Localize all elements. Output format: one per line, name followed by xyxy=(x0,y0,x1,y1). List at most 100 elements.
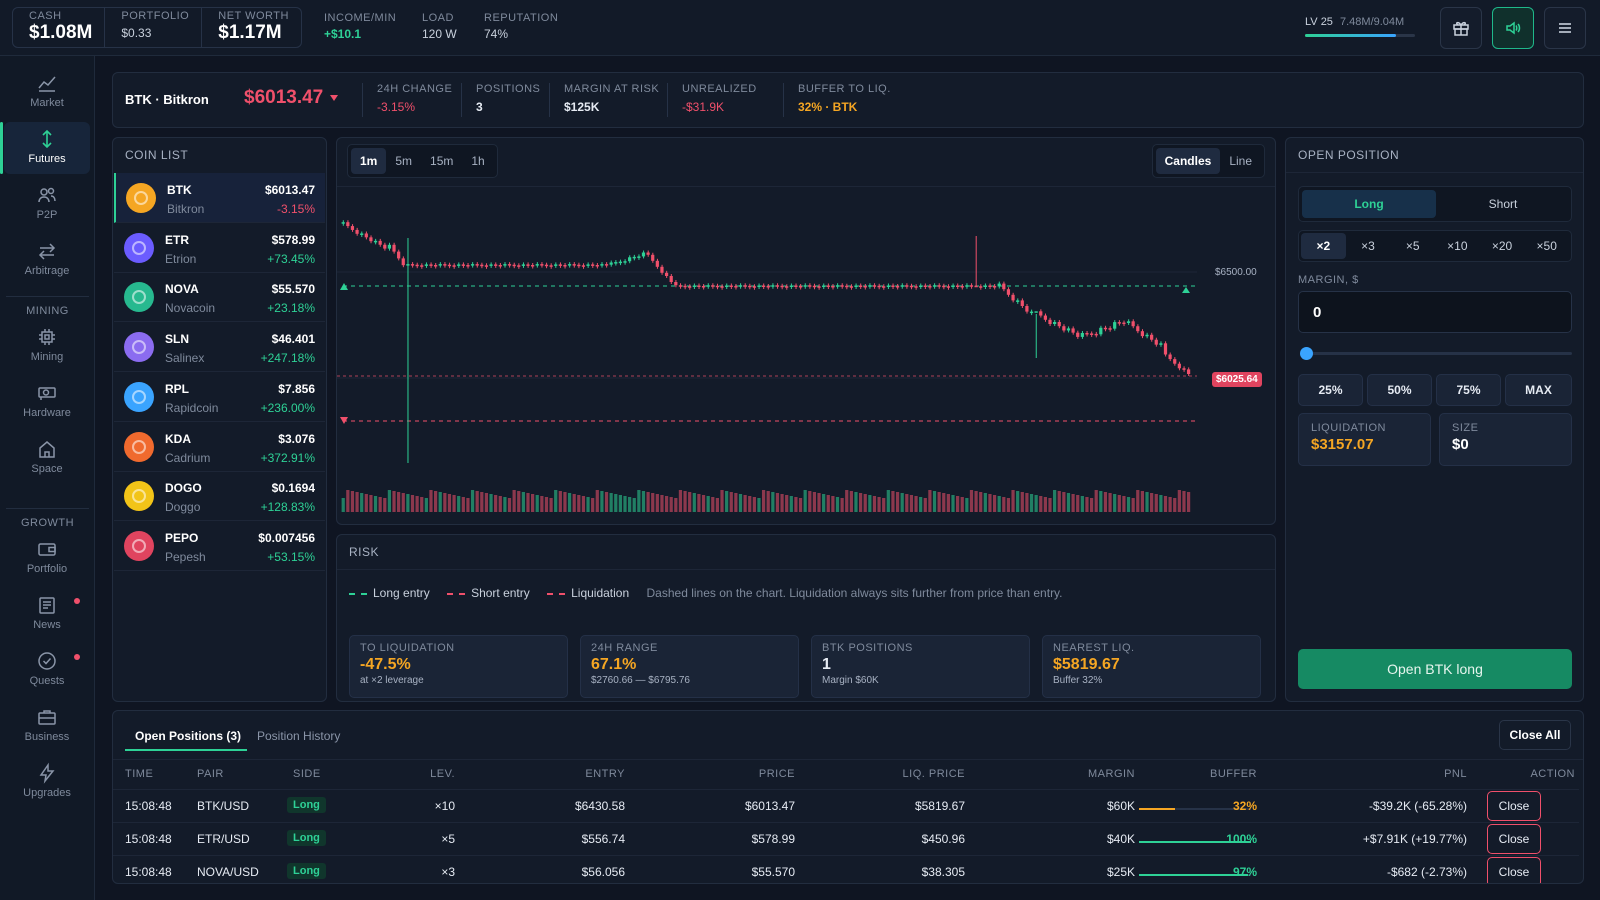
timeframe-1m[interactable]: 1m xyxy=(351,148,387,174)
sidebar: Market Futures P2P Arbitrage MINING Mini… xyxy=(0,56,95,900)
nav-hardware[interactable]: Hardware xyxy=(4,376,90,428)
candle-body xyxy=(466,265,470,267)
volume-bar xyxy=(1076,495,1080,512)
nav-portfolio[interactable]: Portfolio xyxy=(4,532,90,584)
candle-body xyxy=(1113,322,1117,329)
tab-position-history[interactable]: Position History xyxy=(257,729,341,743)
volume-bar xyxy=(840,498,844,512)
tab-open-positions[interactable]: Open Positions (3) xyxy=(135,729,242,743)
coin-row-kda[interactable]: KDA Cadrium $3.076 +372.91% xyxy=(114,422,325,472)
nav-p2p[interactable]: P2P xyxy=(4,178,90,230)
volume-bar xyxy=(1103,492,1108,512)
nav-mining[interactable]: Mining xyxy=(4,320,90,372)
nav-quests[interactable]: Quests xyxy=(4,644,90,696)
leverage-x5[interactable]: ×5 xyxy=(1405,239,1420,253)
volume-bar xyxy=(410,495,415,512)
volume-bar xyxy=(1016,491,1020,512)
coin-row-rpl[interactable]: RPL Rapidcoin $7.856 +236.00% xyxy=(114,372,325,422)
candle-body xyxy=(872,285,877,287)
nav-business[interactable]: Business xyxy=(4,700,90,752)
pct-50-button[interactable]: 50% xyxy=(1367,374,1432,406)
leverage-x20[interactable]: ×20 xyxy=(1491,239,1513,253)
gift-button[interactable] xyxy=(1440,7,1482,49)
candle-body xyxy=(766,286,770,288)
pct-75-button[interactable]: 75% xyxy=(1436,374,1501,406)
liquidation-card: LIQUIDATION $3157.07 xyxy=(1298,413,1431,466)
volume-bar xyxy=(803,490,807,512)
close-position-button[interactable]: Close xyxy=(1487,791,1541,821)
candle-body xyxy=(757,285,761,287)
coin-row-btk[interactable]: BTK Bitkron $6013.47 -3.15% xyxy=(114,173,325,223)
timeframe-15m[interactable]: 15m xyxy=(430,154,454,168)
volume-bar xyxy=(1186,492,1191,512)
candle-body xyxy=(429,264,433,266)
coin-row-dogo[interactable]: DOGO Doggo $0.1694 +128.83% xyxy=(114,471,325,522)
candle-body xyxy=(341,222,345,224)
menu-button[interactable] xyxy=(1544,7,1586,49)
sound-button[interactable] xyxy=(1492,7,1534,49)
position-price: $6013.47 xyxy=(744,799,795,813)
open-long-button[interactable]: Open BTK long xyxy=(1298,649,1572,689)
candle-body xyxy=(447,264,452,267)
close-position-button[interactable]: Close xyxy=(1487,857,1541,883)
margin-slider-track[interactable] xyxy=(1306,352,1572,355)
candle-body xyxy=(554,264,558,266)
candle-body xyxy=(900,285,904,287)
close-all-button[interactable]: Close All xyxy=(1499,720,1571,750)
income-value: +$10.1 xyxy=(324,27,362,41)
nav-space[interactable]: Space xyxy=(4,432,90,484)
networth-label: NET WORTH xyxy=(218,10,289,22)
close-position-button[interactable]: Close xyxy=(1487,824,1541,854)
candle-body xyxy=(452,265,456,267)
coin-row-pepo[interactable]: PEPO Pepesh $0.007456 +53.15% xyxy=(114,521,325,571)
nav-portfolio-label: Portfolio xyxy=(26,563,68,575)
side-short-tab[interactable]: Short xyxy=(1488,197,1518,211)
nav-upgrades[interactable]: Upgrades xyxy=(4,756,90,808)
side-long-tab[interactable]: Long xyxy=(1302,190,1436,218)
pct-max-button[interactable]: MAX xyxy=(1505,374,1572,406)
timeframe-5m[interactable]: 5m xyxy=(395,154,413,168)
nav-news[interactable]: News xyxy=(4,588,90,640)
coin-row-nova[interactable]: NOVA Novacoin $55.570 +23.18% xyxy=(114,272,325,323)
coin-change: +247.18% xyxy=(260,351,315,366)
volume-bar xyxy=(785,495,789,512)
leverage-x10[interactable]: ×10 xyxy=(1447,239,1468,253)
volume-bar xyxy=(992,495,997,512)
networth-stat: NET WORTH $1.17M xyxy=(202,8,301,47)
coin-row-sln[interactable]: SLN Salinex $46.401 +247.18% xyxy=(114,322,325,373)
coin-row-etr[interactable]: ETR Etrion $578.99 +73.45% xyxy=(114,223,325,273)
check-circle-icon xyxy=(38,652,56,670)
leverage-x50[interactable]: ×50 xyxy=(1536,239,1557,253)
mode-candles[interactable]: Candles xyxy=(1155,148,1221,174)
candle-body xyxy=(641,252,646,257)
candle-body xyxy=(845,285,849,288)
volume-bar xyxy=(364,494,368,512)
candle-body xyxy=(1168,354,1172,360)
volume-bar xyxy=(517,491,521,512)
leverage-x2[interactable]: ×2 xyxy=(1301,233,1346,259)
mode-line[interactable]: Line xyxy=(1229,154,1252,168)
col-action: ACTION xyxy=(1530,768,1575,780)
income-label: INCOME/MIN xyxy=(324,12,397,24)
nav-mining-label: Mining xyxy=(30,351,64,363)
volume-bar xyxy=(738,494,743,512)
nav-arbitrage[interactable]: Arbitrage xyxy=(4,234,90,286)
nav-market[interactable]: Market xyxy=(4,66,90,118)
timeframe-1h[interactable]: 1h xyxy=(471,154,485,168)
position-price: $578.99 xyxy=(751,832,795,846)
candle-body xyxy=(1029,311,1034,314)
nav-futures[interactable]: Futures xyxy=(0,122,90,174)
margin-slider-knob[interactable] xyxy=(1300,347,1313,360)
volume-bar xyxy=(572,494,576,512)
risk-card-label: 24H RANGE xyxy=(591,642,658,654)
volume-bar xyxy=(1122,496,1126,512)
pct-25-button[interactable]: 25% xyxy=(1298,374,1363,406)
price-chart[interactable] xyxy=(337,186,1276,525)
candle-body xyxy=(951,285,955,287)
size-card-label: SIZE xyxy=(1452,422,1479,434)
volume-bar xyxy=(872,496,877,512)
candle-body xyxy=(369,237,373,242)
margin-input[interactable]: 0 xyxy=(1298,291,1572,333)
candle-body xyxy=(1173,359,1177,364)
leverage-x3[interactable]: ×3 xyxy=(1361,239,1375,253)
